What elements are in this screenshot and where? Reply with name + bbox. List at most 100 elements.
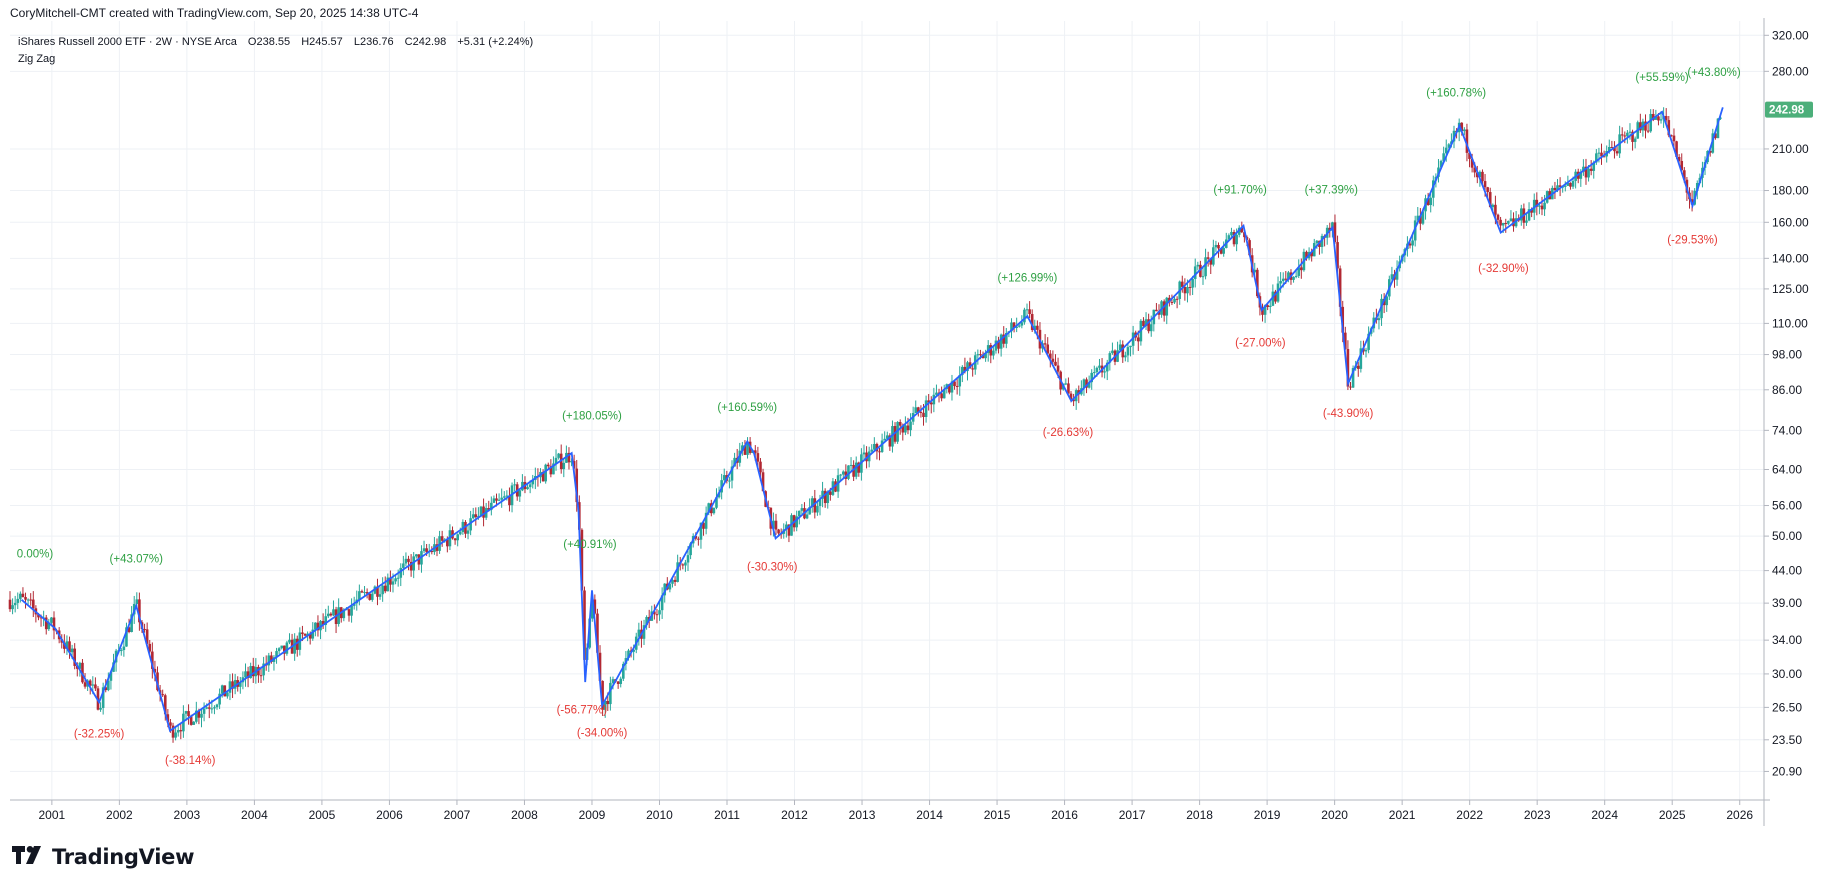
candle-body [409,561,413,571]
candle-body [505,495,509,497]
candle-body [386,577,390,592]
candle-body [1569,182,1572,187]
candle-body [774,520,778,530]
candle-body [702,522,705,529]
zigzag-label-up: (+91.70%) [1213,185,1267,197]
candle-body [1351,368,1355,388]
year-tick-label: 2010 [646,808,673,822]
candle-body [570,461,573,463]
candle-body [153,668,157,673]
candle-body [81,662,84,683]
candle-body [1188,286,1192,288]
candle-body [1491,204,1495,208]
candle-body [1069,393,1073,400]
candle-body [497,499,501,501]
candle-body [280,645,284,649]
candle-body [653,611,656,615]
price-tick-label: 125.00 [1772,282,1809,296]
candle-body [151,651,154,669]
candle-body [184,711,188,714]
candle-body [1659,119,1663,121]
zigzag-label-up: (+37.39%) [1305,185,1359,197]
candle-body [365,592,369,594]
candle-body [381,585,384,595]
candle-body [580,529,584,591]
candle-body [1209,258,1213,265]
candle-body [1336,242,1339,269]
candle-body [425,548,428,553]
year-tick-label: 2018 [1186,808,1213,822]
candle-body [21,593,25,598]
year-tick-label: 2012 [781,808,808,822]
year-tick-label: 2005 [309,808,336,822]
candle-body [992,350,995,356]
zigzag-label-up: (+160.78%) [1426,88,1486,100]
candle-body [1494,204,1497,215]
candle-body [446,539,449,547]
price-tick-label: 110.00 [1772,316,1808,330]
candle-body [500,497,503,500]
candle-body [593,599,597,614]
zigzag-layer [20,107,1724,733]
zigzag-label-down: (-56.77%) [557,705,608,717]
candle-body [402,563,405,568]
candle-body [205,707,208,709]
tradingview-logo[interactable]: TradingView [12,845,194,869]
candle-body [1535,199,1539,207]
candle-body [616,681,620,684]
candle-body [1206,257,1210,259]
zigzag-label-down: (-26.63%) [1043,427,1094,439]
zigzag-label-down: (-34.00%) [577,727,628,739]
zigzag-label-down: (-32.25%) [74,729,125,741]
candle-body [883,438,886,441]
candle-body [1633,138,1637,142]
candle-body [935,392,938,395]
candle-body [1496,214,1500,220]
zigzag-label-up: (+43.80%) [1687,67,1741,79]
candle-body [1116,350,1119,362]
candle-body [192,721,196,725]
candle-body [1620,134,1624,136]
candle-body [52,617,56,631]
chart-grid [10,21,1764,800]
candle-body [1356,365,1360,369]
candle-body [813,498,817,513]
candle-body [495,498,498,501]
candle-body [363,592,366,594]
candle-body [601,680,604,710]
candle-body [1530,209,1533,213]
candle-body [722,475,726,481]
candle-body [1023,309,1026,323]
candle-body [267,655,271,666]
candle-body [202,708,206,714]
candle-body [1121,344,1125,358]
candle-body [1607,147,1611,151]
price-scale[interactable]: 320.00 280.00 210.00 180.00 160.00 140.00 125.… [1764,28,1809,778]
last-price-badge [1765,101,1813,118]
candle-body [412,556,416,571]
candle-body [1589,168,1593,171]
candle-body [1475,172,1479,178]
candle-body [1217,244,1220,249]
zigzag-label-down: (-38.14%) [165,755,216,767]
candle-body [619,678,623,684]
candle-body [1504,223,1508,225]
candle-body [233,680,237,689]
candle-body [1538,205,1541,207]
candle-body [989,345,993,356]
ohlc-open: O238.55 [248,36,290,48]
candle-body [47,622,51,630]
candle-body [950,381,954,393]
candle-body [906,425,910,431]
candle-body [697,538,700,540]
candle-body [1563,185,1567,187]
candle-body [458,531,462,535]
candle-body [1380,298,1383,319]
candle-body [1481,171,1484,182]
candle-body [1364,349,1368,352]
time-scale[interactable]: 2001 2002 2003 2004 2005 2006 2007 2008 2009 2010… [39,800,1754,822]
price-tick-label: 280.00 [1772,64,1809,78]
candle-body [1149,324,1153,332]
candle-body [575,468,579,503]
